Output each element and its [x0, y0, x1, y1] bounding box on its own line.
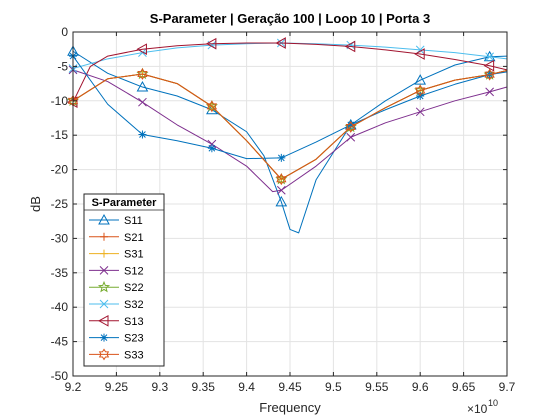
legend-marker	[98, 213, 110, 225]
series-s33	[67, 68, 508, 186]
data-point-s13	[275, 37, 286, 49]
data-point-s33	[415, 84, 426, 97]
legend-item-s33: S33	[89, 348, 144, 361]
legend-label: S13	[124, 316, 144, 328]
legend-marker	[99, 299, 109, 309]
legend-label: S22	[124, 282, 144, 294]
data-point-s23	[207, 144, 216, 153]
legend-label: S32	[124, 299, 144, 311]
y-tick-label: -50	[51, 369, 69, 383]
series-s13	[66, 37, 508, 109]
x-axis-label: Frequency	[259, 400, 321, 415]
x-tick-label: 9.4	[238, 380, 255, 394]
x-exponent-label: ×10 10	[467, 398, 498, 416]
legend-item-s31: S31	[89, 249, 144, 261]
y-tick-label: -30	[51, 231, 69, 245]
series-layer	[66, 37, 508, 234]
data-point-s12	[346, 132, 356, 142]
legend-entries: S11 S21 S31 S12 S22 S32 S13 S23 S33	[89, 213, 144, 361]
data-point-s33	[276, 173, 287, 186]
y-axis-label: dB	[28, 196, 43, 212]
ticks	[72, 31, 508, 377]
x-tick-label: 9.55	[365, 380, 389, 394]
y-tick-label: -45	[51, 335, 69, 349]
legend-item-s11: S11	[89, 213, 143, 227]
legend-item-s12: S12	[89, 265, 144, 277]
x-tick-label: 9.6	[412, 380, 429, 394]
data-point-s12	[485, 87, 494, 97]
legend-marker	[100, 232, 108, 241]
legend-marker	[97, 314, 109, 327]
data-point-s33	[137, 68, 148, 80]
legend-marker	[99, 266, 109, 275]
series-line-s13	[72, 42, 508, 103]
legend-marker	[100, 333, 108, 342]
legend: S-Parameter S11 S21 S31 S12 S22 S32 S13 S23 S33	[83, 193, 165, 367]
legend-title: S-Parameter	[92, 197, 158, 209]
legend-label: S12	[124, 265, 144, 277]
legend-item-s23: S23	[89, 333, 144, 345]
data-point-s13	[136, 43, 147, 56]
x-exponent-base: ×10	[467, 402, 488, 416]
y-tick-label: -40	[51, 300, 69, 314]
legend-label: S11	[124, 215, 143, 227]
legend-item-s13: S13	[89, 314, 144, 328]
legend-label: S23	[124, 333, 144, 345]
y-tick-label: 0	[61, 25, 68, 39]
y-tick-label: -10	[51, 94, 69, 108]
x-tick-label: 9.35	[192, 380, 216, 394]
y-tick-label: -15	[51, 128, 69, 142]
data-point-s12	[138, 97, 147, 107]
y-tick-label: -5	[57, 59, 68, 73]
data-point-s23	[346, 120, 355, 129]
x-tick-labels: 9.2 9.25 9.3 9.35 9.4 9.45 9.5 9.55 9.6 9.65 9.7	[65, 380, 516, 394]
y-tick-label: -35	[51, 266, 69, 280]
x-tick-label: 9.65	[452, 380, 476, 394]
legend-marker	[97, 280, 111, 293]
data-point-s13	[205, 37, 217, 50]
legend-label: S33	[124, 349, 144, 361]
data-point-s33	[345, 120, 356, 133]
x-tick-label: 9.25	[105, 380, 129, 394]
y-tick-labels: -50-45-40-35-30-25-20-15-10-50	[51, 25, 69, 383]
data-point-s33	[206, 100, 218, 113]
legend-item-s22: S22	[89, 280, 144, 294]
x-tick-label: 9.2	[65, 380, 82, 394]
x-tick-label: 9.45	[278, 380, 302, 394]
series-line-s11	[72, 50, 508, 234]
data-point-s12	[415, 107, 425, 117]
x-tick-label: 9.3	[151, 380, 168, 394]
y-tick-label: -25	[51, 197, 69, 211]
legend-label: S21	[124, 232, 144, 244]
data-point-s33	[484, 68, 495, 81]
x-tick-label: 9.5	[325, 380, 342, 394]
legend-marker	[98, 348, 110, 361]
series-line-s23	[72, 55, 508, 160]
legend-item-s32: S32	[89, 299, 144, 311]
x-tick-label: 9.7	[499, 380, 516, 394]
data-point-s13	[414, 48, 425, 60]
series-line-s33	[72, 70, 508, 180]
data-point-s23	[138, 130, 147, 139]
data-point-s23	[277, 153, 286, 162]
y-tick-label: -20	[51, 163, 69, 177]
legend-marker	[100, 249, 108, 258]
data-point-s13	[344, 40, 356, 53]
legend-item-s21: S21	[89, 232, 144, 244]
data-point-s13	[483, 59, 495, 72]
chart-title: S-Parameter | Geração 100 | Loop 10 | Po…	[150, 11, 430, 26]
data-point-s11	[275, 195, 288, 207]
legend-label: S31	[124, 249, 144, 261]
x-exponent-power: 10	[488, 398, 498, 408]
data-point-s11	[136, 81, 149, 92]
data-point-s12	[276, 185, 286, 195]
data-point-s32	[485, 52, 494, 62]
data-point-s12	[207, 139, 217, 149]
series-s12	[68, 65, 508, 195]
